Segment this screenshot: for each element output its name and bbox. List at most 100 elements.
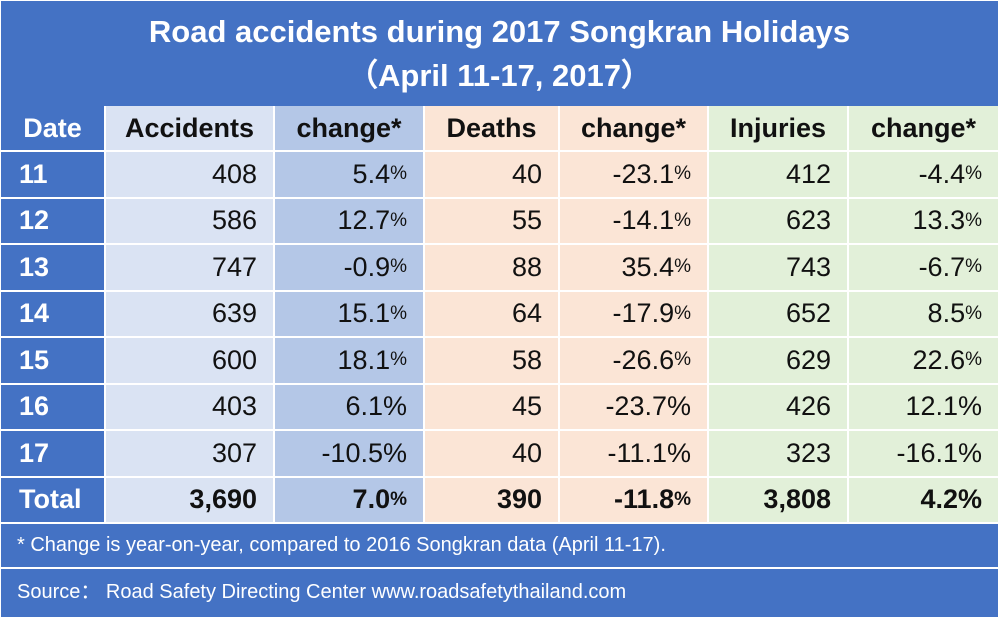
- row-deaths-change: -26.6%: [560, 338, 707, 383]
- cell-value: 16: [19, 391, 50, 422]
- source-note: Source： Road Safety Directing Center www…: [17, 581, 627, 603]
- row-deaths: 64: [425, 291, 558, 336]
- cell-value: -17.9: [612, 298, 675, 329]
- row-injuries: 629: [709, 338, 847, 383]
- cell-value: 4.2%: [920, 484, 982, 515]
- row-injuries-change: -6.7%: [849, 245, 998, 290]
- cell-value: -6.7: [918, 251, 966, 282]
- cell-value: 40: [511, 158, 542, 189]
- percent-sign: %: [390, 256, 407, 278]
- cell-value: 6.1%: [345, 391, 407, 422]
- total-accidents-change: 7.0%: [275, 477, 423, 522]
- cell-value: 426: [785, 391, 831, 422]
- row-injuries: 323: [709, 431, 847, 476]
- header-date: Date: [1, 106, 104, 150]
- cell-value: -10.5%: [321, 437, 407, 468]
- row-deaths-change: -11.1%: [560, 431, 707, 476]
- row-accidents: 600: [106, 338, 273, 383]
- cell-value: 13: [19, 251, 50, 282]
- cell-value: 3,808: [763, 484, 831, 515]
- row-accidents: 586: [106, 198, 273, 243]
- row-deaths: 45: [425, 384, 558, 429]
- cell-value: 743: [785, 251, 831, 282]
- cell-value: -0.9: [343, 251, 391, 282]
- cell-value: 412: [785, 158, 831, 189]
- percent-sign: %: [674, 256, 691, 278]
- footnote: * Change is year-on-year, compared to 20…: [17, 534, 666, 556]
- row-date: 14: [1, 291, 104, 336]
- header-label: change*: [296, 112, 402, 143]
- row-accidents-change: 6.1%: [275, 384, 423, 429]
- cell-value: -4.4: [918, 158, 966, 189]
- row-accidents: 408: [106, 152, 273, 197]
- cell-value: 11: [19, 158, 48, 189]
- row-date: 17: [1, 431, 104, 476]
- percent-sign: %: [674, 163, 691, 185]
- cell-value: -11.8: [614, 484, 675, 515]
- row-injuries-change: -4.4%: [849, 152, 998, 197]
- row-deaths: 40: [425, 431, 558, 476]
- cell-value: 629: [785, 344, 831, 375]
- cell-value: 586: [211, 205, 257, 236]
- title-line-1: Road accidents during 2017 Songkran Holi…: [148, 13, 851, 49]
- cell-value: 45: [511, 391, 542, 422]
- total-deaths-change: -11.8%: [560, 477, 707, 522]
- header-label: change*: [870, 112, 977, 143]
- table-title: Road accidents during 2017 Songkran Holi…: [1, 1, 998, 106]
- row-accidents: 403: [106, 384, 273, 429]
- percent-sign: %: [965, 256, 982, 278]
- cell-value: 12.1%: [905, 391, 982, 422]
- row-accidents: 307: [106, 431, 273, 476]
- row-accidents: 639: [106, 291, 273, 336]
- row-accidents-change: -0.9%: [275, 245, 423, 290]
- cell-value: 3,690: [189, 484, 257, 515]
- title-line-2: （April 11-17, 2017）: [347, 57, 652, 93]
- percent-sign: %: [390, 209, 407, 231]
- cell-value: 652: [785, 298, 831, 329]
- divider: [1, 567, 998, 569]
- cell-value: 88: [511, 251, 542, 282]
- header-label: Injuries: [729, 112, 827, 143]
- cell-value: -23.7%: [605, 391, 691, 422]
- cell-value: 8.5: [927, 298, 966, 329]
- row-injuries-change: -16.1%: [849, 431, 998, 476]
- row-deaths: 55: [425, 198, 558, 243]
- cell-value: 12: [19, 205, 50, 236]
- cell-value: 22.6: [912, 344, 966, 375]
- total-accidents: 3,690: [106, 477, 273, 522]
- row-deaths-change: -17.9%: [560, 291, 707, 336]
- percent-sign: %: [390, 302, 407, 324]
- row-accidents-change: 12.7%: [275, 198, 423, 243]
- row-injuries: 743: [709, 245, 847, 290]
- data-table: Date Accidents change* Deaths change* Injurie…: [1, 106, 998, 524]
- percent-sign: %: [674, 209, 691, 231]
- header-deaths: Deaths: [425, 106, 558, 150]
- row-deaths: 40: [425, 152, 558, 197]
- cell-value: 7.0: [352, 484, 391, 515]
- header-label: Deaths: [446, 112, 537, 143]
- cell-value: 390: [496, 484, 542, 515]
- cell-value: 747: [211, 251, 257, 282]
- header-injuries: Injuries: [709, 106, 847, 150]
- row-accidents: 747: [106, 245, 273, 290]
- row-injuries: 412: [709, 152, 847, 197]
- percent-sign: %: [965, 209, 982, 231]
- percent-sign: %: [965, 163, 982, 185]
- total-deaths: 390: [425, 477, 558, 522]
- row-injuries-change: 22.6%: [849, 338, 998, 383]
- cell-value: 35.4: [621, 251, 675, 282]
- cell-value: -14.1: [612, 205, 675, 236]
- percent-sign: %: [674, 488, 691, 510]
- row-injuries: 652: [709, 291, 847, 336]
- row-deaths: 58: [425, 338, 558, 383]
- cell-value: 64: [511, 298, 542, 329]
- row-accidents-change: 18.1%: [275, 338, 423, 383]
- percent-sign: %: [674, 349, 691, 371]
- row-injuries-change: 12.1%: [849, 384, 998, 429]
- cell-value: 408: [211, 158, 257, 189]
- header-label: Date: [23, 112, 82, 143]
- cell-value: -23.1: [612, 158, 675, 189]
- cell-value: 12.7: [337, 205, 391, 236]
- cell-value: 40: [511, 437, 542, 468]
- cell-value: 403: [211, 391, 257, 422]
